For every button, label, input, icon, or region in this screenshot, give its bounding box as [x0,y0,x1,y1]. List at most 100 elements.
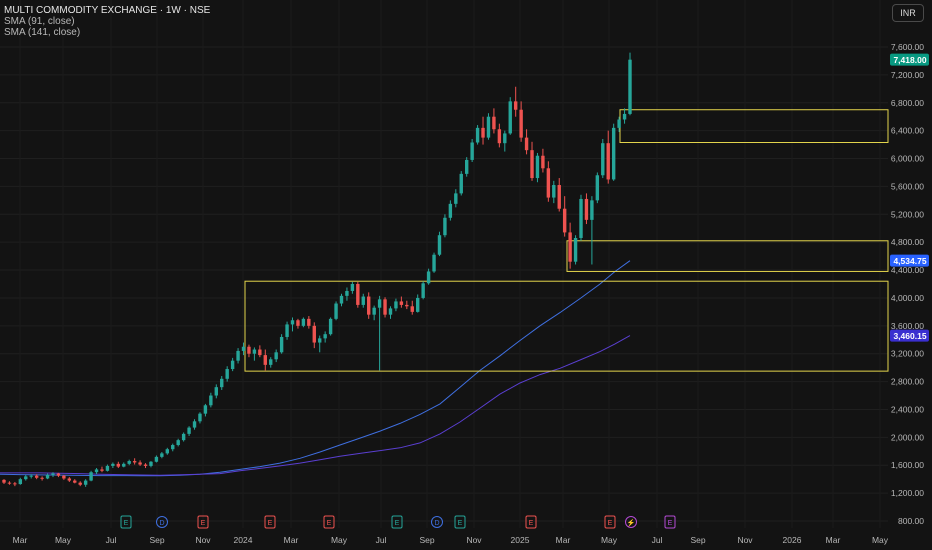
sma-91-label[interactable]: SMA (91, close) [4,16,75,27]
candle[interactable] [89,470,93,482]
earnings-icon[interactable]: E [264,515,276,529]
candle[interactable] [568,222,572,269]
candle[interactable] [388,306,393,319]
candle[interactable] [503,130,507,152]
candle[interactable] [40,476,44,481]
candle[interactable] [290,317,295,332]
candle[interactable] [361,293,365,308]
candle[interactable] [611,123,616,181]
candle[interactable] [367,292,371,319]
candle[interactable] [274,349,278,363]
symbol-title[interactable]: MULTI COMMODITY EXCHANGE · 1W · NSE [4,5,211,16]
candle[interactable] [230,357,235,372]
candle[interactable] [143,463,148,469]
candle[interactable] [416,294,420,313]
candle[interactable] [34,474,39,480]
candle[interactable] [18,477,23,485]
candle[interactable] [595,172,600,204]
candle[interactable] [334,301,338,321]
candle[interactable] [530,141,534,181]
candle[interactable] [323,331,327,343]
candlestick-series[interactable] [2,52,632,487]
candle[interactable] [160,451,164,459]
candle[interactable] [541,148,545,173]
candle[interactable] [601,139,605,179]
candle[interactable] [263,349,267,371]
candle[interactable] [203,403,208,417]
candle[interactable] [399,296,404,308]
candle[interactable] [67,477,72,482]
candle[interactable] [573,235,578,265]
candle[interactable] [279,334,284,354]
candle[interactable] [454,189,458,208]
candle[interactable] [312,322,316,349]
candle[interactable] [448,200,453,221]
candle[interactable] [209,392,213,408]
sma-141-label[interactable]: SMA (141, close) [4,27,81,38]
candle[interactable] [372,305,376,321]
candle[interactable] [165,447,170,455]
candle[interactable] [127,459,131,466]
candle[interactable] [122,462,126,468]
candle[interactable] [100,466,104,473]
candle[interactable] [138,460,142,466]
candle[interactable] [78,481,82,487]
candle[interactable] [241,342,246,356]
currency-button[interactable]: INR [892,4,924,22]
candle[interactable] [535,152,540,183]
candle[interactable] [301,317,306,328]
candle[interactable] [73,479,77,484]
candle[interactable] [24,474,28,481]
candle[interactable] [426,268,431,285]
candle[interactable] [192,419,197,430]
candle[interactable] [546,161,551,202]
price-axis[interactable]: 7,600.00 7,200.00 6,800.00 6,400.00 6,000.00… [891,42,924,526]
earnings-icon[interactable]: E [323,515,335,529]
split-icon[interactable]: ⚡ [625,516,637,528]
candle[interactable] [617,116,621,133]
candle[interactable] [339,293,344,307]
earnings-icon[interactable]: E [454,515,466,529]
candle[interactable] [437,231,442,257]
candle[interactable] [459,171,463,196]
candle[interactable] [464,157,469,177]
candle[interactable] [285,321,289,340]
candle[interactable] [62,474,66,480]
candle[interactable] [214,384,218,399]
candle[interactable] [475,125,480,145]
candle[interactable] [383,297,387,318]
earnings-icon[interactable]: E [197,515,209,529]
candle[interactable] [394,298,398,312]
earnings-icon[interactable]: E [604,515,616,529]
candle[interactable] [132,458,137,465]
candle[interactable] [421,281,425,300]
candle[interactable] [579,194,583,241]
candle[interactable] [220,376,224,390]
candle[interactable] [356,281,360,308]
candle[interactable] [486,113,491,140]
candle[interactable] [116,461,121,469]
candle[interactable] [377,295,382,371]
candle[interactable] [307,316,311,329]
earnings-icon[interactable]: E [391,515,403,529]
candle[interactable] [198,412,202,424]
candle[interactable] [606,130,610,184]
candle[interactable] [149,461,153,468]
candle[interactable] [29,474,33,479]
candle[interactable] [13,481,17,487]
candle[interactable] [111,462,115,469]
candle[interactable] [296,318,300,329]
candle[interactable] [557,178,561,212]
candle[interactable] [345,287,349,301]
candle[interactable] [247,344,251,358]
candle[interactable] [94,468,99,475]
candle[interactable] [187,426,191,436]
candle[interactable] [252,347,257,361]
event-markers[interactable]: E D E E E E D E E E ⚡ E [120,515,676,529]
earnings-icon[interactable]: E [664,515,676,529]
candle[interactable] [590,196,594,265]
candle[interactable] [584,193,589,225]
candle[interactable] [405,300,409,310]
candle[interactable] [628,52,632,116]
